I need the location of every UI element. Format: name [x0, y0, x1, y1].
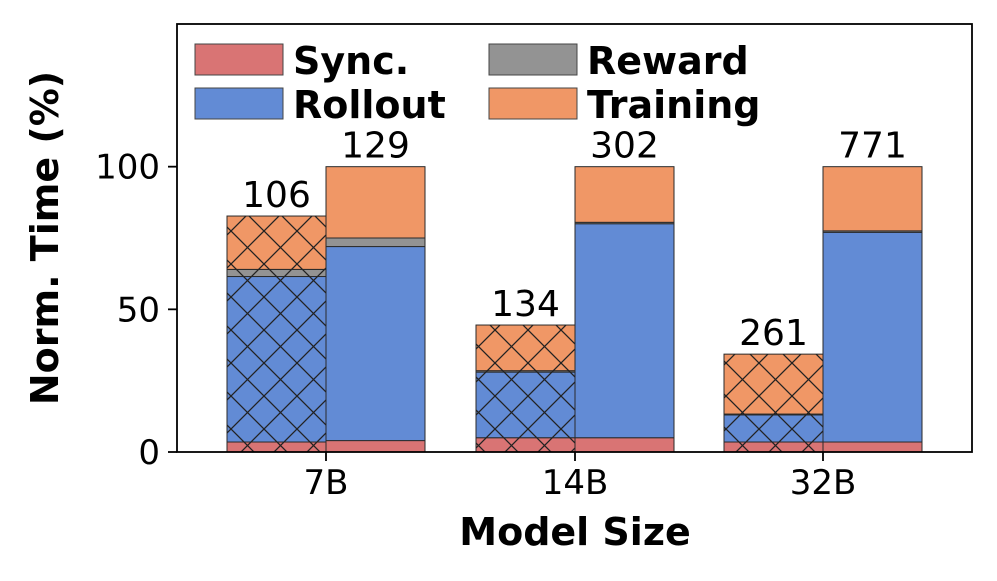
bar-32b-plain-rollout	[822, 231, 923, 443]
data-label-7b-plain: 129	[341, 126, 410, 167]
bar-14b-plain-sync	[574, 437, 675, 453]
bar-14b-plain-training	[574, 166, 675, 223]
legend-label-training: Training	[587, 83, 761, 127]
y-tick-label: 0	[138, 433, 160, 473]
legend-label-sync: Sync.	[293, 39, 409, 83]
bar-7b-plain-reward	[325, 237, 426, 248]
x-tick-label: 32B	[790, 463, 857, 503]
legend-label-reward: Reward	[587, 39, 749, 83]
bar-7b-plain-rollout	[325, 246, 426, 442]
x-axis: 7B 14B 32B	[304, 452, 857, 503]
hatch-overlay-32b	[724, 354, 823, 452]
bar-14b-plain-rollout	[574, 223, 675, 439]
y-tick-label: 50	[117, 290, 160, 330]
data-labels: 106 134 261 129 302 771	[242, 126, 907, 354]
bar-32b-plain-sync	[822, 441, 923, 453]
legend: Sync. Reward Rollout Training	[194, 39, 761, 127]
x-tick-label: 7B	[304, 463, 349, 503]
y-axis-title: Norm. Time (%)	[23, 71, 67, 405]
data-label-32b-plain: 771	[838, 126, 907, 167]
data-label-32b-hatched: 261	[739, 313, 808, 354]
y-axis: 0 50 100	[95, 148, 177, 473]
legend-label-rollout: Rollout	[293, 83, 446, 127]
hatch-overlay-7b	[227, 216, 326, 452]
legend-swatch-sync	[194, 43, 284, 76]
bar-32b-plain-training	[822, 166, 923, 232]
data-label-7b-hatched: 106	[242, 175, 311, 216]
legend-swatch-reward	[488, 43, 578, 76]
legend-swatch-rollout	[194, 87, 284, 120]
y-tick-label: 100	[95, 148, 160, 188]
bar-7b-plain-training	[325, 166, 426, 239]
legend-swatch-training	[488, 87, 578, 120]
bar-7b-plain-sync	[325, 440, 426, 453]
hatch-overlay-14b	[476, 325, 575, 452]
hatch-layer	[227, 216, 823, 452]
x-tick-label: 14B	[542, 463, 609, 503]
data-label-14b-plain: 302	[590, 126, 659, 167]
data-label-14b-hatched: 134	[491, 284, 560, 325]
x-axis-title: Model Size	[459, 510, 690, 554]
